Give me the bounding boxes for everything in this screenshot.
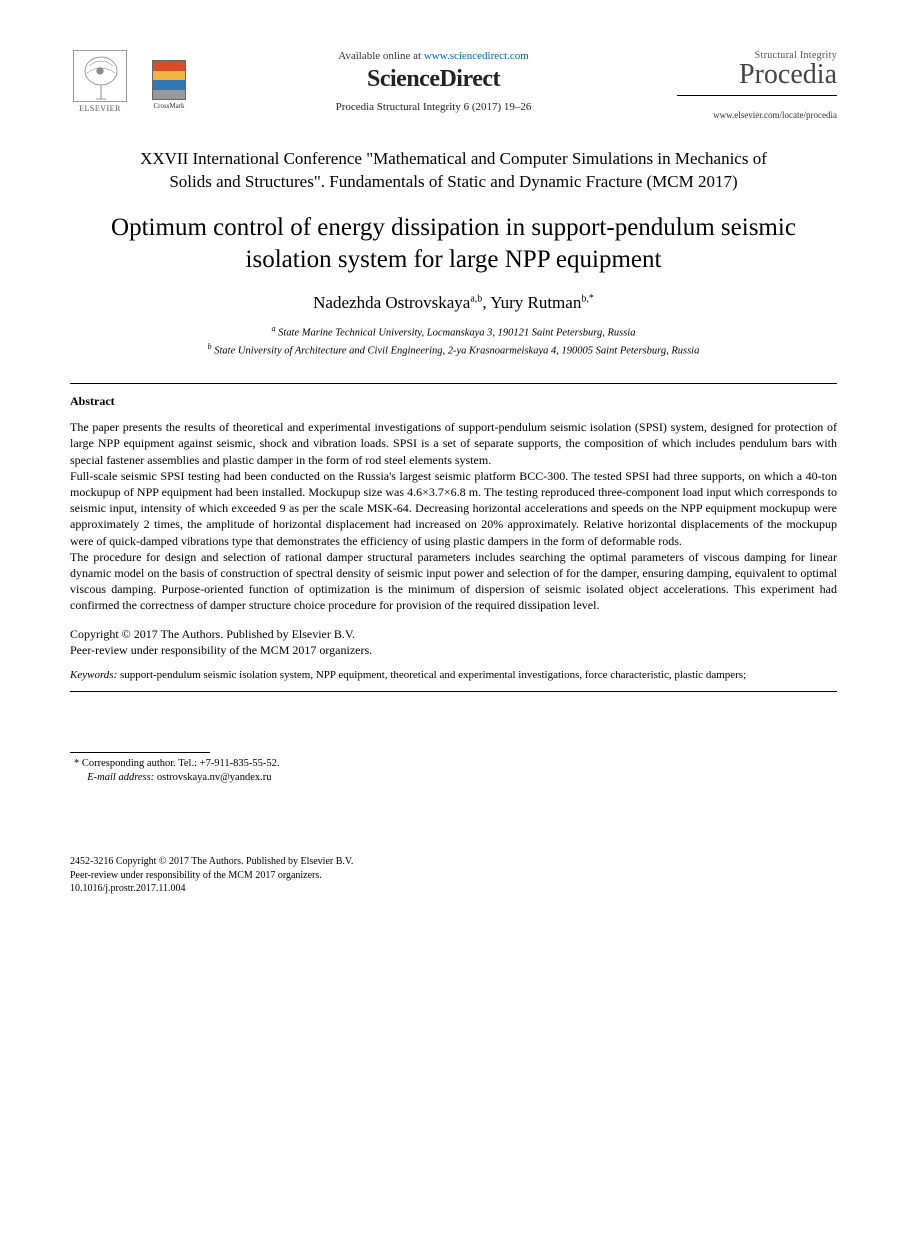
affiliation-list: a State Marine Technical University, Loc… (70, 323, 837, 359)
footnote-email: ostrovskaya.nv@yandex.ru (154, 772, 271, 783)
footnote-rule (70, 752, 210, 753)
copyright-line2: Peer-review under responsibility of the … (70, 643, 372, 657)
footer-doi: 10.1016/j.prostr.2017.11.004 (70, 883, 185, 894)
author-1-affil: a,b (470, 293, 482, 304)
sciencedirect-wordmark: ScienceDirect (200, 66, 667, 93)
elsevier-logo: ELSEVIER (70, 50, 130, 118)
corresponding-asterisk: * (589, 293, 594, 304)
keywords-text: support-pendulum seismic isolation syste… (117, 669, 746, 681)
author-2-name: Yury Rutman (490, 293, 581, 312)
keywords-label: Keywords: (70, 669, 117, 681)
abstract-para-2: Full-scale seismic SPSI testing had been… (70, 468, 837, 549)
header-right-brand: Structural Integrity Procedia www.elsevi… (677, 50, 837, 120)
crossmark-icon (152, 60, 186, 100)
corresponding-author-footnote: * Corresponding author. Tel.: +7-911-835… (70, 757, 837, 785)
footer-peer: Peer-review under responsibility of the … (70, 870, 322, 881)
title-line1: Optimum control of energy dissipation in… (111, 214, 796, 241)
header-left-logos: ELSEVIER CrossMark (70, 50, 190, 118)
sciencedirect-link[interactable]: www.sciencedirect.com (424, 50, 529, 62)
footnote-email-label: E-mail address: (87, 772, 154, 783)
available-prefix: Available online at (338, 50, 424, 62)
author-list: Nadezhda Ostrovskayaa,b, Yury Rutmanb,* (70, 293, 837, 313)
elsevier-tree-icon (73, 50, 127, 102)
author-2-affil: b, (581, 293, 589, 304)
footnote-corr: * Corresponding author. Tel.: +7-911-835… (74, 758, 280, 769)
article-title: Optimum control of energy dissipation in… (70, 212, 837, 277)
page-header: ELSEVIER CrossMark Available online at w… (70, 50, 837, 120)
crossmark-logo[interactable]: CrossMark (148, 60, 190, 118)
author-1-name: Nadezhda Ostrovskaya (313, 293, 470, 312)
affiliation-b: State University of Architecture and Civ… (214, 346, 699, 357)
affiliation-a: State Marine Technical University, Locma… (278, 327, 635, 338)
page-footer: 2452-3216 Copyright © 2017 The Authors. … (70, 855, 837, 896)
title-line2: isolation system for large NPP equipment (246, 246, 662, 273)
abstract-heading: Abstract (70, 394, 837, 409)
copyright-line1: Copyright © 2017 The Authors. Published … (70, 627, 355, 641)
journal-brand-title: Procedia (677, 61, 837, 89)
conference-name: XXVII International Conference "Mathemat… (70, 148, 837, 194)
abstract-bottom-rule (70, 691, 837, 692)
journal-reference: Procedia Structural Integrity 6 (2017) 1… (200, 101, 667, 113)
elsevier-label: ELSEVIER (79, 104, 121, 113)
header-center: Available online at www.sciencedirect.co… (190, 50, 677, 113)
conference-line2: Solids and Structures". Fundamentals of … (169, 172, 737, 191)
keywords-block: Keywords: support-pendulum seismic isola… (70, 668, 837, 683)
abstract-para-1: The paper presents the results of theore… (70, 419, 837, 468)
conference-line1: XXVII International Conference "Mathemat… (140, 149, 767, 168)
copyright-block: Copyright © 2017 The Authors. Published … (70, 626, 837, 658)
brand-divider (677, 95, 837, 96)
footer-issn: 2452-3216 Copyright © 2017 The Authors. … (70, 856, 353, 867)
journal-url: www.elsevier.com/locate/procedia (677, 110, 837, 120)
abstract-para-3: The procedure for design and selection o… (70, 549, 837, 614)
abstract-body: The paper presents the results of theore… (70, 419, 837, 613)
abstract-top-rule (70, 383, 837, 384)
crossmark-label: CrossMark (153, 102, 184, 110)
available-online-text: Available online at www.sciencedirect.co… (200, 50, 667, 62)
